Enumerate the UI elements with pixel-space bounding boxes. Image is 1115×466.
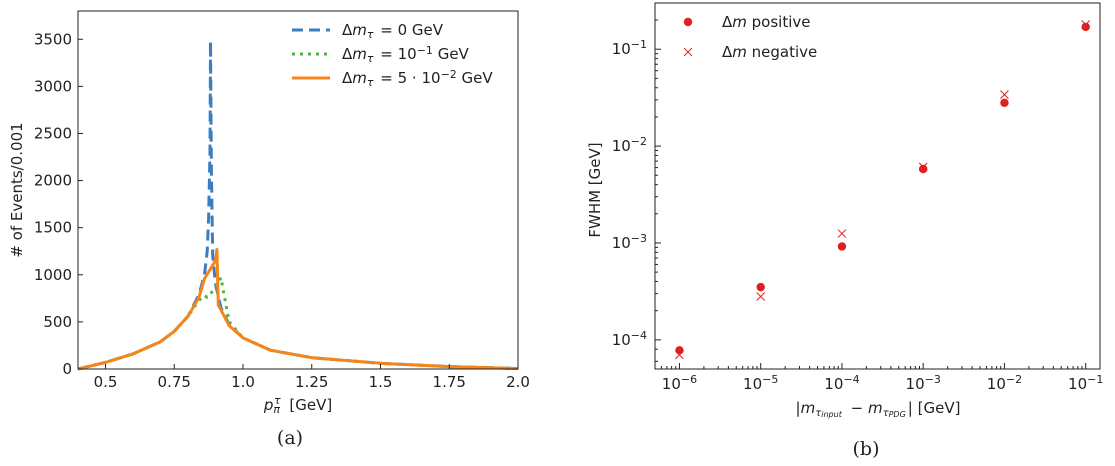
plot-frame-a: [77, 10, 519, 370]
x-tick-label-a: 1.25: [295, 373, 328, 391]
x-tick-label-a: 1.0: [231, 373, 255, 391]
data-point-b-0: [1000, 98, 1009, 107]
x-tick-label-a: 1.5: [369, 373, 393, 391]
legend-label-a-2: Δmτ = 5 · 10−2 GeV: [342, 68, 493, 89]
y-axis-label-a: # of Events/0.001: [8, 122, 26, 257]
x-tick-label-a: 1.75: [433, 373, 466, 391]
y-tick-label-a: 1000: [34, 266, 72, 284]
panel-b: 10−6 10−5 10−4 10−3 10−2 10−1 10−4 10−3 10−2 10−1…: [586, 2, 1103, 460]
series-line-a-2: [77, 247, 519, 371]
data-point-b-1: [1000, 90, 1009, 99]
x-tick-label-b: 10−4: [824, 373, 859, 393]
data-point-b-0: [756, 282, 765, 292]
legend-label-b-0: Δm positive: [722, 13, 811, 31]
y-tick-label-a: 2000: [34, 172, 72, 190]
y-tick-label-a: 3000: [34, 77, 72, 95]
x-axis-label-b: |mτinput − mτPDG | [GeV]: [796, 399, 961, 419]
legend-label-b-1: Δm negative: [722, 43, 817, 61]
y-tick-label-b: 10−1: [612, 38, 647, 58]
x-tick-label-b: 10−5: [743, 373, 778, 393]
data-point-b-1: [918, 162, 928, 172]
panel-a: 0.5 0.75 1.0 1.25 1.5 1.75 2.0 0 500 1000 1500 2000…: [8, 10, 530, 449]
data-point-b-0: [837, 242, 847, 251]
plot-frame-b: [654, 2, 1101, 370]
legend-b: Δm positive Δm negative: [683, 13, 817, 61]
y-tick-label-a: 2500: [34, 124, 72, 142]
legend-label-a-1: Δmτ = 10−1 GeV: [342, 44, 470, 65]
y-tick-label-a: 3500: [34, 30, 72, 48]
caption-a: (a): [277, 427, 303, 449]
y-axis-label-b: FWHM [GeV]: [586, 142, 604, 237]
data-point-b-1: [837, 229, 847, 238]
y-tick-label-a: 500: [43, 313, 72, 331]
y-tick-label-a: 1500: [34, 219, 72, 237]
legend-label-a-0: Δmτ = 0 GeV: [342, 21, 444, 41]
legend-marker-b-0: [683, 17, 693, 27]
x-axis-label-a: pπτ [GeV]: [263, 394, 332, 416]
data-point-b-1: [1081, 20, 1091, 29]
x-tick-label-b: 10−6: [662, 373, 697, 393]
series-line-a-0: [77, 39, 519, 371]
y-tick-label-b: 10−3: [612, 232, 647, 252]
caption-b: (b): [853, 438, 880, 460]
x-tick-label-a: 0.75: [158, 373, 191, 391]
x-tick-label-b: 10−2: [987, 373, 1022, 393]
data-point-b-0: [675, 346, 684, 355]
data-point-b-1: [756, 292, 766, 301]
x-tick-label-a: 2.0: [506, 373, 530, 391]
legend-a: Δmτ = 0 GeV Δmτ = 10−1 GeV Δmτ = 5 · 10−2 …: [292, 21, 493, 89]
x-tick-label-b: 10−1: [1068, 373, 1103, 393]
legend-marker-b-1: [683, 47, 693, 57]
x-tick-label-a: 0.5: [94, 373, 118, 391]
data-point-b-0: [918, 164, 928, 174]
data-point-b-0: [1081, 22, 1090, 32]
y-tick-label-b: 10−2: [612, 135, 647, 155]
x-tick-label-b: 10−3: [906, 373, 941, 393]
data-point-b-1: [675, 350, 684, 360]
y-tick-label-a: 0: [62, 360, 72, 378]
y-tick-label-b: 10−4: [612, 329, 647, 349]
